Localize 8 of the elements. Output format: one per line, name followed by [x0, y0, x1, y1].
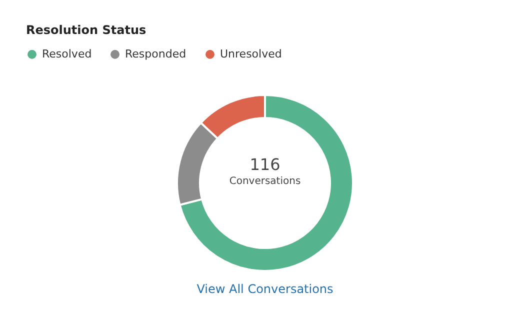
chart-title: Resolution Status: [26, 23, 146, 37]
legend-label: Responded: [125, 47, 186, 60]
donut-slice: [178, 94, 354, 272]
legend-label: Resolved: [42, 47, 92, 60]
legend-label: Unresolved: [220, 47, 282, 60]
text: Conversations: [229, 176, 301, 187]
text: 116: [250, 155, 280, 174]
text: View All Conversations: [196, 282, 334, 296]
